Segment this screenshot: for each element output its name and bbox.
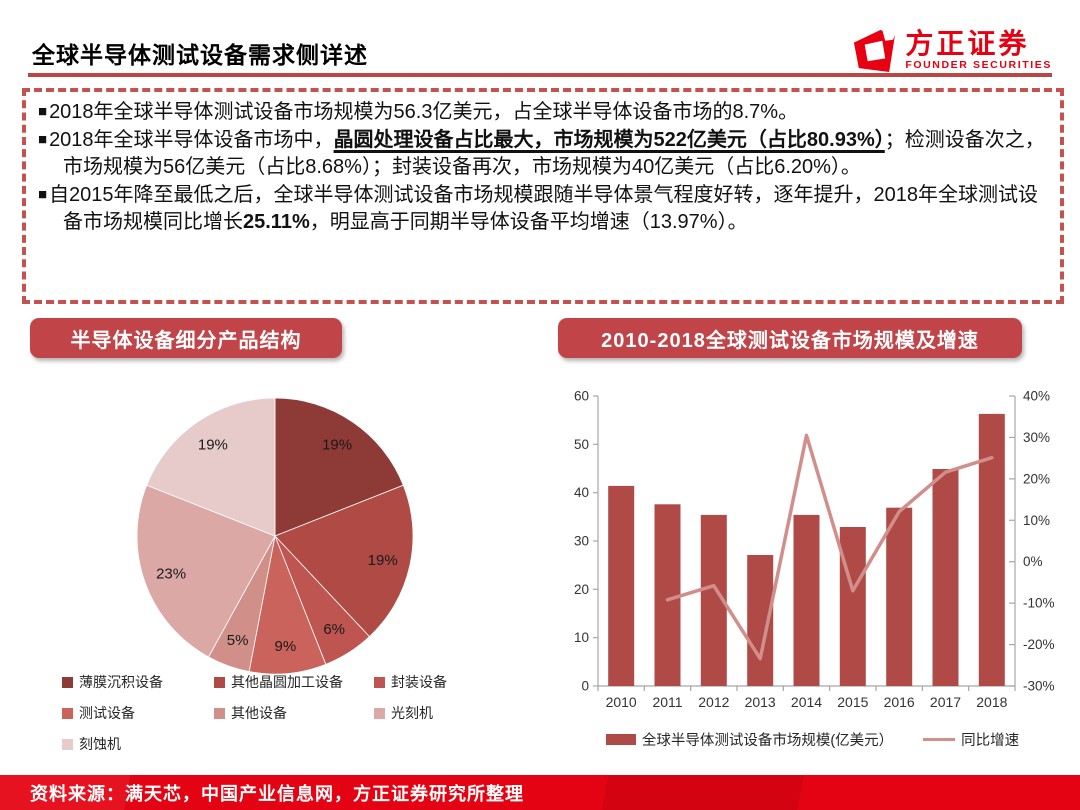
bar-2014 (793, 514, 820, 686)
axis-label: 20 (574, 582, 589, 597)
pie-legend-item-4: 测试设备 (62, 703, 214, 723)
legend-swatch-icon (374, 707, 385, 719)
bullet-marker: ■ (38, 131, 48, 148)
bullet-marker: ■ (38, 186, 48, 203)
pie-slice-label: 9% (275, 638, 297, 655)
bullet-marker: ■ (38, 103, 48, 120)
pie-slice-label: 19% (368, 552, 398, 569)
bullet-point-1: ■ 2018年全球半导体测试设备市场规模为56.3亿美元，占全球半导体设备市场的8… (38, 101, 799, 123)
growth-line (665, 433, 994, 661)
axis-label: -20% (1023, 637, 1055, 652)
pie-legend-item-6: 光刻机 (374, 703, 486, 723)
founder-securities-logo: 方正证券 FOUNDER SECURITIES (850, 28, 1052, 73)
legend-swatch-icon (214, 707, 225, 719)
pie-legend-item-2: 其他晶圆加工设备 (214, 672, 374, 692)
pie-slice-1 (274, 397, 404, 537)
axis-label: 50 (574, 437, 589, 452)
axis-label: 40% (1023, 389, 1050, 404)
bullet-point-2: ■ 2018年全球半导体设备市场中，晶圆处理设备占比最大，市场规模为522亿美元（… (38, 129, 1045, 178)
axis-label: 10% (1023, 513, 1050, 528)
bar-2017 (932, 469, 959, 686)
legend-swatch-icon (62, 707, 73, 719)
axis-label: 2013 (745, 694, 776, 710)
bar-2011 (654, 504, 681, 686)
bar-2016 (886, 507, 913, 686)
axis-label: 40 (574, 485, 589, 500)
line-swatch-icon (923, 737, 956, 742)
pie-slice-7 (146, 397, 276, 537)
logo-text-en: FOUNDER SECURITIES (905, 59, 1052, 71)
axis-label: 2014 (791, 694, 822, 710)
section-header-combo: 2010-2018全球测试设备市场规模及增速 (558, 318, 1022, 358)
pie-slice-2 (274, 484, 414, 638)
axis-label: 2016 (884, 694, 915, 710)
axis-label: 60 (574, 389, 589, 404)
axis-label: -30% (1023, 679, 1055, 694)
pie-legend-item-7: 刻蚀机 (62, 734, 214, 754)
legend-swatch-icon (374, 676, 385, 688)
axis-label: 2018 (976, 694, 1007, 710)
pie-slice-label: 19% (322, 437, 352, 454)
founder-logo-icon (854, 29, 896, 73)
bar-2015 (839, 527, 866, 686)
combo-legend-item-1: 全球半导体测试设备市场规模(亿美元） (605, 729, 893, 750)
source-bar: 资料来源：满天芯，中国产业信息网，方正证券研究所整理 (0, 775, 1080, 810)
pie-legend-item-3: 封装设备 (374, 672, 486, 692)
legend-swatch-icon (62, 738, 73, 750)
axis-label: 0% (1023, 554, 1043, 569)
bar-line-chart: 0 10 20 30 40 50 60 -30% -20% -10% 0% 10% 20% 30% 40% 2… (574, 389, 1055, 711)
legend-swatch-icon (214, 676, 225, 688)
legend-swatch-icon (62, 676, 73, 688)
axis-label: 2017 (930, 694, 961, 710)
pie-slice-label: 23% (156, 565, 186, 582)
bar-2010 (608, 485, 635, 686)
pie-slice-6 (136, 484, 276, 658)
axis-label: 10 (574, 630, 589, 645)
axis-label: 0 (581, 679, 589, 694)
pie-slice-label: 6% (323, 621, 345, 638)
title-underline (28, 73, 1052, 77)
section-header-pie: 半导体设备细分产品结构 (30, 318, 342, 358)
logo-text-cn: 方正证券 (905, 28, 1030, 59)
axis-label: -10% (1023, 596, 1055, 611)
pie-chart: 19% 19% 6% 9% 5% 23% 19% (136, 397, 414, 675)
pie-slice-label: 19% (198, 437, 228, 454)
axis-label: 2012 (698, 694, 729, 710)
axis-label: 30 (574, 534, 589, 549)
bar-swatch-icon (605, 734, 636, 745)
axis-label: 2015 (837, 694, 868, 710)
combo-legend-item-2: 同比增速 (923, 729, 1019, 750)
axis-label: 2010 (606, 694, 637, 710)
pie-legend-item-5: 其他设备 (214, 703, 374, 723)
pie-slice-label: 5% (227, 632, 249, 649)
bar-2018 (978, 413, 1005, 686)
page-title: 全球半导体测试设备需求侧详述 (32, 42, 368, 68)
source-note: 资料来源：满天芯，中国产业信息网，方正证券研究所整理 (30, 783, 524, 804)
summary-text-box: ■ 2018年全球半导体测试设备市场规模为56.3亿美元，占全球半导体设备市场的8… (22, 88, 1064, 304)
pie-legend-item-1: 薄膜沉积设备 (62, 672, 214, 692)
bullet-point-3: ■ 自2015年降至最低之后，全球半导体测试设备市场规模跟随半导体景气程度好转，逐… (38, 184, 1039, 233)
axis-label: 20% (1023, 471, 1050, 486)
axis-label: 30% (1023, 430, 1050, 445)
axis-label: 2011 (652, 694, 682, 710)
pie-legend: 薄膜沉积设备 其他晶圆加工设备 封装设备测试设备 其他设备 光刻机刻蚀机 (62, 672, 522, 754)
bar-line-legend: 全球半导体测试设备市场规模(亿美元） 同比增速 (560, 729, 1065, 750)
